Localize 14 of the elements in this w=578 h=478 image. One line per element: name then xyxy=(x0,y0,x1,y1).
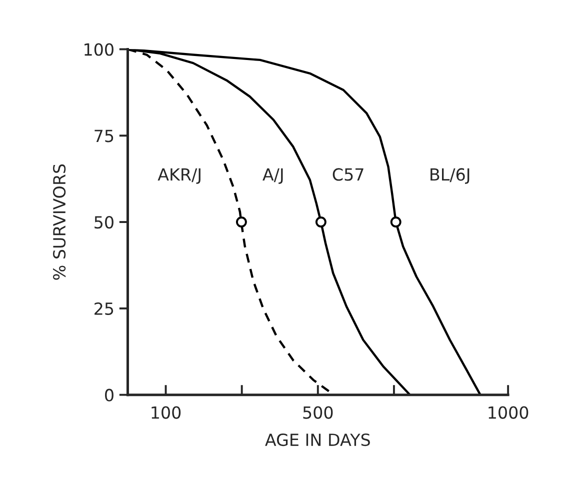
y-tick-label: 0 xyxy=(105,388,114,402)
annotation: C57 xyxy=(332,168,364,181)
y-tick-label: 50 xyxy=(94,216,114,229)
x-tick-label: 100 xyxy=(152,406,181,419)
x-tick-label: 500 xyxy=(303,406,333,419)
x-axis-title: AGE IN DAYS xyxy=(265,433,370,446)
y-tick-label: 75 xyxy=(94,130,114,142)
annotation: AKR/J xyxy=(158,168,200,184)
y-axis-title: % SURVIVORS xyxy=(53,164,66,280)
y-tick-label: 100 xyxy=(84,43,114,56)
x-tick-label: 1000 xyxy=(488,406,528,419)
y-tick-label: 25 xyxy=(94,302,114,315)
annotation: BL/6J xyxy=(430,168,470,184)
annotation: A/J xyxy=(262,168,283,184)
